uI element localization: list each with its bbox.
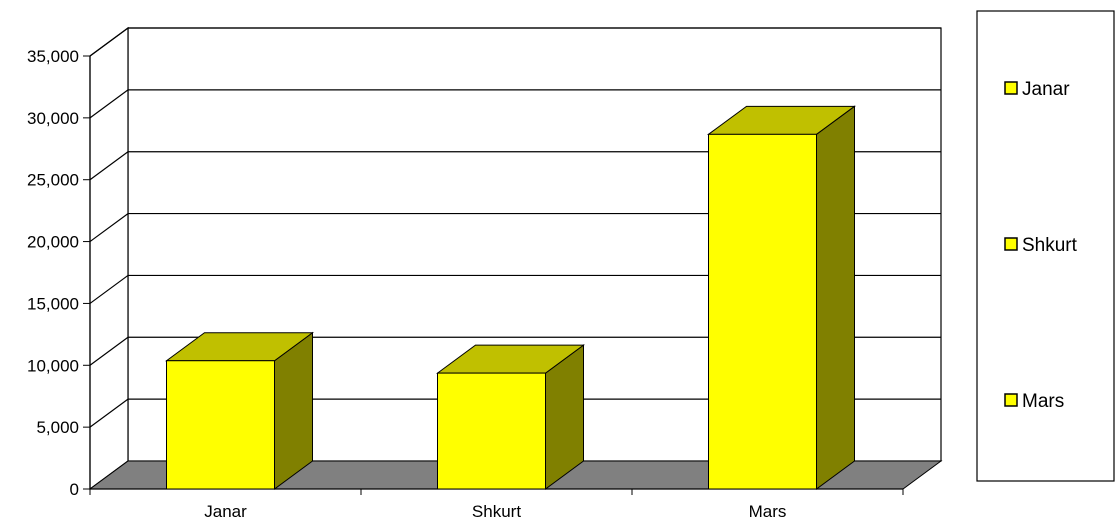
legend-swatch [1004,393,1018,407]
x-tick-label: Janar [204,502,247,521]
x-tick-label: Mars [749,502,787,521]
legend-entry: Janar [1004,79,1070,100]
legend: Janar Shkurt Mars [976,10,1115,482]
bar-janar [164,331,315,490]
bar-front-face [166,360,275,490]
y-axis: 0 5,000 10,000 15,000 20,000 25,000 30,000 35,0… [27,47,91,499]
y-tick-label: 5,000 [36,418,79,437]
x-tick-label: Shkurt [472,502,521,521]
gridline-side [89,336,129,366]
legend-label: Mars [1022,391,1064,412]
bar-front-face [437,372,546,490]
legend-entry: Shkurt [1004,235,1078,256]
legend-label: Shkurt [1022,235,1078,256]
gridline-side [89,398,129,428]
gridline-side [89,89,129,119]
bar-front-face [708,133,817,490]
legend-box [976,10,1115,482]
y-tick-label: 0 [70,480,79,499]
y-tick-label: 20,000 [27,233,79,252]
legend-swatch [1004,237,1018,251]
y-tick-label: 15,000 [27,294,79,313]
y-tick-label: 35,000 [27,47,79,66]
bar-mars [706,105,857,490]
bars [164,105,857,490]
bar-side-face [816,105,855,490]
x-axis: Janar Shkurt Mars [89,488,904,521]
gridline-side [89,27,129,57]
y-tick-label: 10,000 [27,356,79,375]
legend-label: Janar [1022,79,1070,100]
legend-entry: Mars [1004,391,1064,412]
gridline-side [89,274,129,304]
legend-swatch [1004,81,1018,95]
side-wall [89,26,129,491]
bar-shkurt [435,344,586,490]
y-tick-label: 25,000 [27,171,79,190]
y-tick-label: 30,000 [27,109,79,128]
gridline-side [89,213,129,243]
gridline-side [89,151,129,181]
